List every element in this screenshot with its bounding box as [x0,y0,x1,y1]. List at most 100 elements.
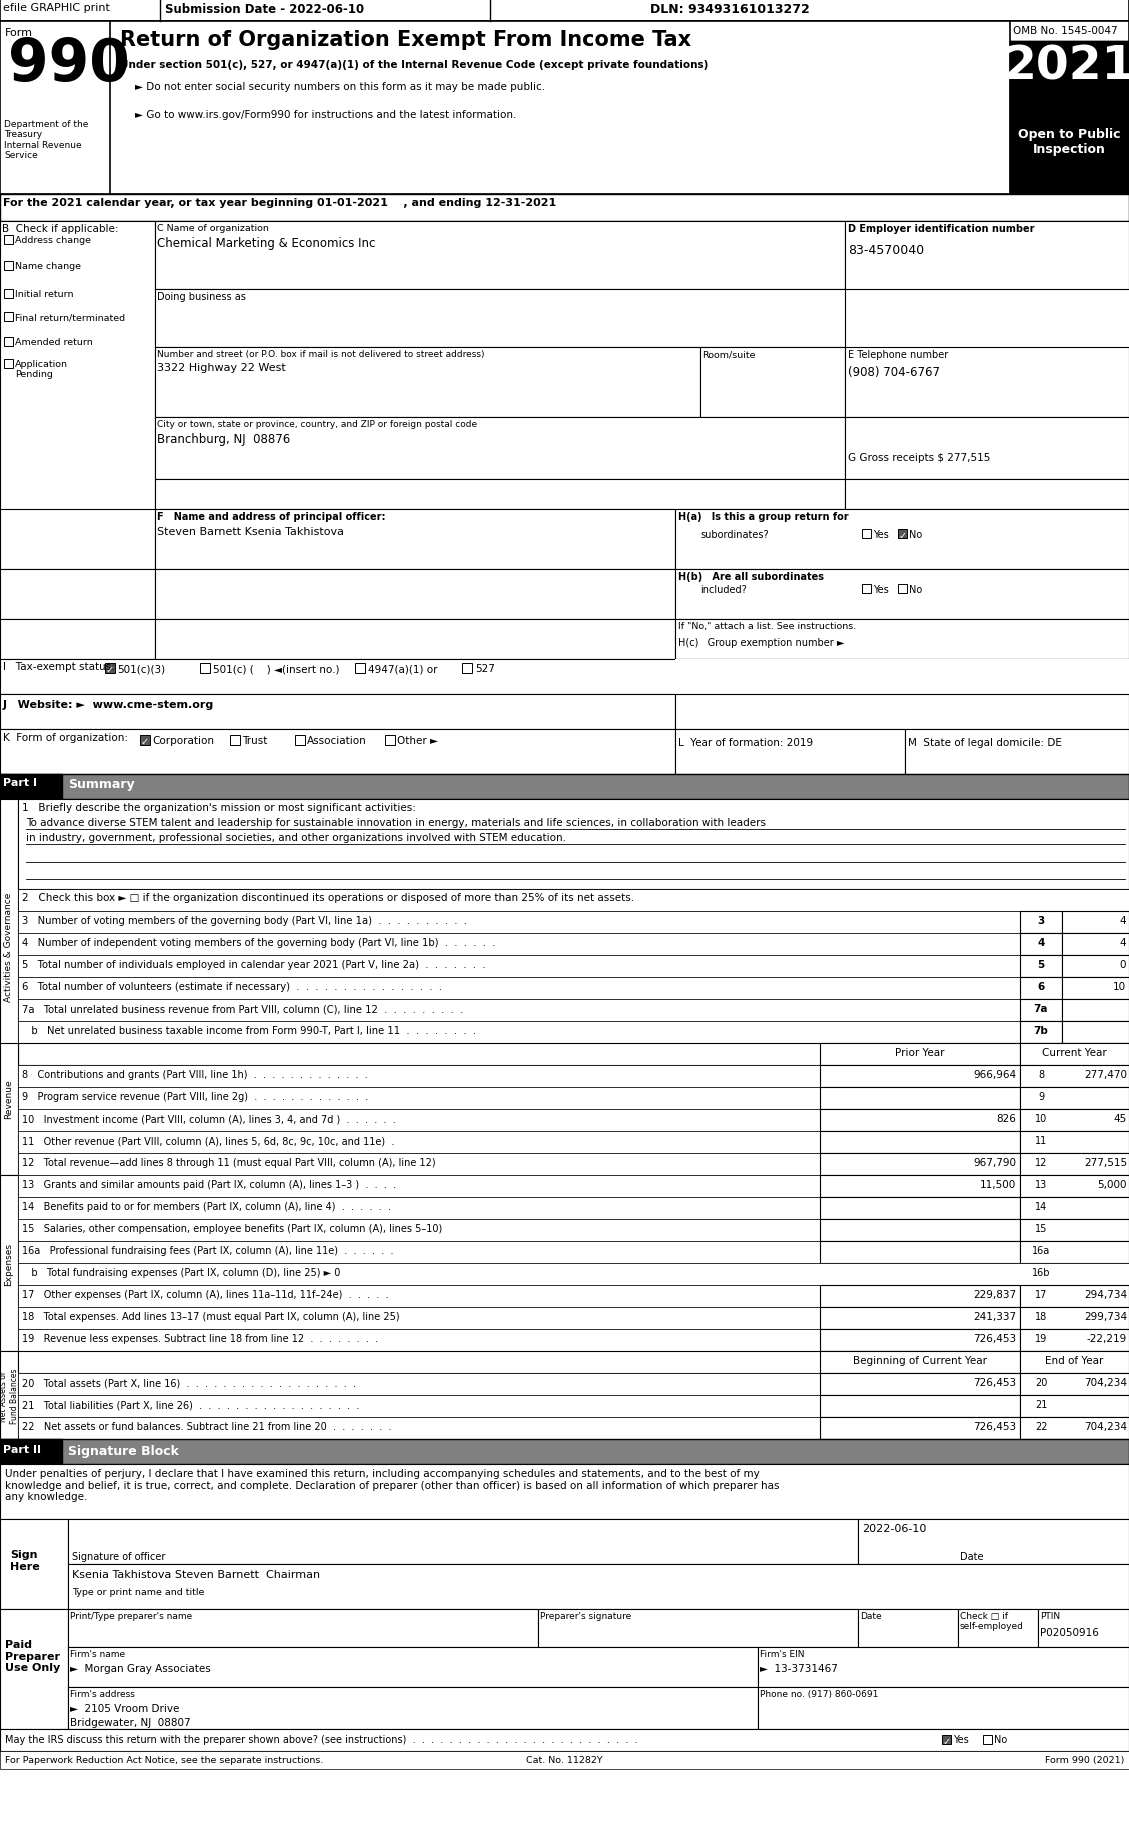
Bar [1019,1394,1129,1416]
Text: Yes: Yes [873,584,889,595]
Text: F   Name and address of principal officer:: F Name and address of principal officer: [157,512,385,522]
Bar [820,1087,1019,1109]
Bar [5,289,14,298]
Text: -22,219: -22,219 [1087,1334,1127,1343]
Bar [1019,1043,1129,1065]
Bar [1019,1307,1129,1329]
Bar [1019,1021,1062,1043]
Text: 15   Salaries, other compensation, employee benefits (Part IX, column (A), lines: 15 Salaries, other compensation, employe… [21,1222,443,1233]
Text: 83-4570040: 83-4570040 [848,243,925,256]
Text: 22   Net assets or fund balances. Subtract line 21 from line 20  .  .  .  .  .  : 22 Net assets or fund balances. Subtract… [21,1422,392,1431]
Text: 966,964: 966,964 [973,1069,1016,1080]
Bar [18,1153,1129,1175]
Bar [18,1394,1129,1416]
Text: Firm's name: Firm's name [70,1649,125,1658]
Bar [820,1109,1019,1131]
Bar [155,620,675,659]
Bar [820,1197,1019,1219]
Text: 299,734: 299,734 [1084,1312,1127,1321]
Text: L  Year of formation: 2019: L Year of formation: 2019 [679,737,813,748]
Bar [1019,955,1062,977]
Text: No: No [994,1735,1007,1744]
Bar [858,1519,1129,1565]
Text: 7a: 7a [1034,1003,1048,1014]
Text: ✓: ✓ [899,531,907,540]
Text: Bridgewater, NJ  08807: Bridgewater, NJ 08807 [70,1717,191,1728]
Text: Form 990 (2021): Form 990 (2021) [1044,1755,1124,1764]
Text: P02050916: P02050916 [1040,1627,1099,1638]
Text: 17   Other expenses (Part IX, column (A), lines 11a–11d, 11f–24e)  .  .  .  .  .: 17 Other expenses (Part IX, column (A), … [21,1290,388,1299]
Bar [675,620,1129,659]
Bar [0,695,675,730]
Text: Under section 501(c), 527, or 4947(a)(1) of the Internal Revenue Code (except pr: Under section 501(c), 527, or 4947(a)(1)… [120,60,708,70]
Text: ✓: ✓ [141,737,149,747]
Bar [18,1087,1129,1109]
Bar [18,1329,1129,1351]
Text: 6: 6 [1038,981,1044,992]
Text: 4   Number of independent voting members of the governing body (Part VI, line 1b: 4 Number of independent voting members o… [21,937,496,948]
Text: 4: 4 [1119,915,1126,926]
Text: Current Year: Current Year [1042,1047,1106,1058]
Text: (908) 704-6767: (908) 704-6767 [848,366,940,379]
Bar [1062,999,1129,1021]
Text: subordinates?: subordinates? [700,529,769,540]
Text: 826: 826 [996,1113,1016,1124]
Bar [18,1263,1129,1285]
Text: Number and street (or P.O. box if mail is not delivered to street address): Number and street (or P.O. box if mail i… [157,350,484,359]
Text: 4: 4 [1038,937,1044,948]
Text: 3   Number of voting members of the governing body (Part VI, line 1a)  .  .  .  : 3 Number of voting members of the govern… [21,915,467,926]
Text: Summary: Summary [68,778,134,791]
Text: 1   Briefly describe the organization's mission or most significant activities:: 1 Briefly describe the organization's mi… [21,803,415,813]
Text: 3322 Highway 22 West: 3322 Highway 22 West [157,362,286,373]
Bar [105,664,115,673]
Text: If "No," attach a list. See instructions.: If "No," attach a list. See instructions… [679,622,856,631]
Text: City or town, state or province, country, and ZIP or foreign postal code: City or town, state or province, country… [157,419,478,428]
Text: 8: 8 [1038,1069,1044,1080]
Text: ►  13-3731467: ► 13-3731467 [760,1663,838,1673]
Text: 10: 10 [1035,1113,1047,1124]
Bar [18,1043,1129,1065]
Bar [1019,911,1062,933]
Text: 8   Contributions and grants (Part VIII, line 1h)  .  .  .  .  .  .  .  .  .  . : 8 Contributions and grants (Part VIII, l… [21,1069,368,1080]
Text: 18   Total expenses. Add lines 13–17 (must equal Part IX, column (A), line 25): 18 Total expenses. Add lines 13–17 (must… [21,1312,400,1321]
Bar [1019,1131,1129,1153]
Bar [675,511,1129,569]
Bar [539,1609,858,1647]
Text: Return of Organization Exempt From Income Tax: Return of Organization Exempt From Incom… [120,29,691,49]
Text: No: No [909,529,922,540]
Bar [385,736,395,745]
Text: G Gross receipts $ 277,515: G Gross receipts $ 277,515 [848,452,990,463]
Text: 9: 9 [1038,1091,1044,1102]
Text: 15: 15 [1035,1222,1048,1233]
Text: Open to Public
Inspection: Open to Public Inspection [1017,128,1120,156]
Bar [1062,1021,1129,1043]
Text: 11: 11 [1035,1135,1047,1146]
Bar [898,529,907,538]
Bar [18,911,1129,933]
Bar [905,730,1129,774]
Text: 19   Revenue less expenses. Subtract line 18 from line 12  .  .  .  .  .  .  .  : 19 Revenue less expenses. Subtract line … [21,1334,378,1343]
Text: Name change: Name change [15,262,81,271]
Text: 277,470: 277,470 [1084,1069,1127,1080]
Text: b   Total fundraising expenses (Part IX, column (D), line 25) ► 0: b Total fundraising expenses (Part IX, c… [21,1268,340,1277]
Bar [200,664,210,673]
Text: 10   Investment income (Part VIII, column (A), lines 3, 4, and 7d )  .  .  .  . : 10 Investment income (Part VIII, column … [21,1113,396,1124]
Bar [155,417,844,479]
Text: I   Tax-exempt status:: I Tax-exempt status: [3,662,115,672]
Text: Application
Pending: Application Pending [15,361,68,379]
Text: Doing business as: Doing business as [157,291,246,302]
Bar [155,348,700,417]
Text: 2022-06-10: 2022-06-10 [863,1523,927,1534]
Text: 990: 990 [8,37,130,93]
Bar [5,236,14,245]
Bar [1019,1219,1129,1241]
Bar [462,664,472,673]
Bar [675,730,905,774]
Text: K  Form of organization:: K Form of organization: [3,732,128,743]
Text: To advance diverse STEM talent and leadership for sustainable innovation in ener: To advance diverse STEM talent and leade… [26,818,765,827]
Bar [820,1065,1019,1087]
Bar [0,774,62,800]
Bar [18,889,1129,911]
Text: ►  Morgan Gray Associates: ► Morgan Gray Associates [70,1663,211,1673]
Bar [898,584,907,593]
